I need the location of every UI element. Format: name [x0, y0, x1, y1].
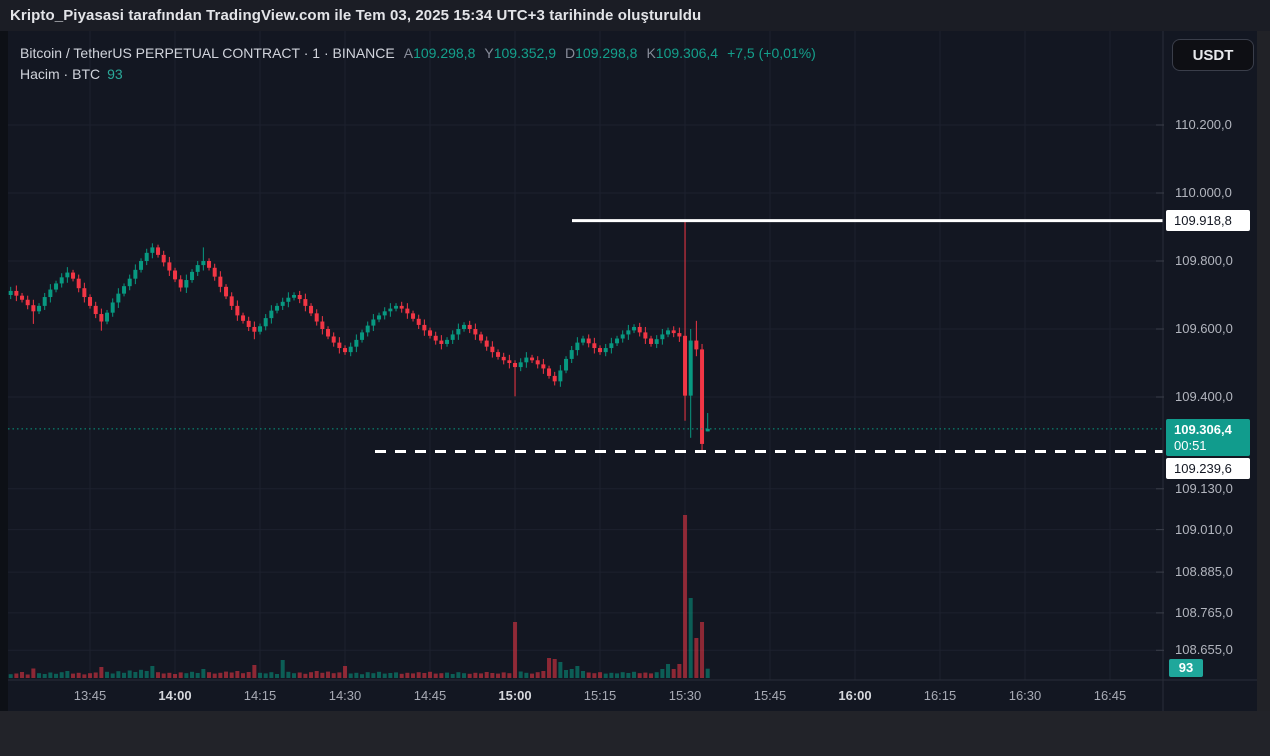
candlestick-series: [8, 220, 710, 452]
time-axis-label: 16:45: [1093, 688, 1127, 703]
plot-area: [8, 31, 1163, 680]
volume-indicator-value: 93: [107, 66, 123, 82]
price-axis-label: 109.010,0: [1175, 521, 1233, 537]
bar-countdown: 00:51: [1174, 437, 1207, 453]
volume-series: [8, 515, 710, 678]
price-axis-label: 110.200,0: [1175, 117, 1232, 132]
ohlc-value: 109.306,4: [655, 45, 719, 61]
time-axis-label: 14:00: [158, 688, 192, 703]
change-value: +7,5 (+0,01%): [727, 45, 816, 61]
ohlc-value: 109.352,9: [493, 45, 557, 61]
price-axis-label: 108.655,0: [1175, 642, 1233, 658]
price-axis-label: 108.885,0: [1175, 564, 1233, 580]
ohlc-letter: D: [565, 45, 576, 61]
time-axis-label: 15:15: [583, 688, 617, 703]
attribution-text: Kripto_Piyasasi tarafından TradingView.c…: [10, 7, 702, 24]
left-margin: [0, 31, 8, 711]
price-axis-label: 110.000,0: [1175, 185, 1232, 200]
time-axis-label: 14:30: [328, 688, 362, 703]
time-axis-label: 16:00: [838, 688, 872, 703]
ohlc-value: 109.298,8: [575, 45, 638, 61]
time-axis-label: 13:45: [73, 688, 107, 703]
current-price-badge: 109.306,4 00:51: [1166, 418, 1250, 456]
symbol-title: Bitcoin / TetherUS PERPETUAL CONTRACT · …: [20, 45, 395, 61]
low-price-label-badge: 109.239,6: [1166, 457, 1250, 479]
ohlc-letter: A: [403, 45, 414, 61]
time-axis-label: 15:00: [498, 688, 532, 703]
attribution-bar: Kripto_Piyasasi tarafından TradingView.c…: [0, 0, 1270, 31]
time-axis-label: 16:15: [923, 688, 957, 703]
price-axis-label: 109.600,0: [1175, 321, 1233, 336]
price-axis-label: 108.765,0: [1175, 604, 1233, 620]
chart-widget[interactable]: [8, 31, 1257, 711]
high-price-label-badge: 109.918,8: [1166, 210, 1250, 232]
ohlc-letter: K: [646, 45, 656, 61]
time-axis-label: 15:45: [753, 688, 787, 703]
volume-indicator-label: Hacim · BTC: [20, 66, 101, 82]
volume-value-badge: 93: [1169, 659, 1203, 677]
price-axis-label: 109.800,0: [1175, 253, 1233, 268]
price-axis-label: 109.130,0: [1175, 480, 1233, 496]
axis-borders: [8, 31, 1257, 711]
current-price-value: 109.306,4: [1174, 421, 1232, 437]
time-axis-label: 14:45: [413, 688, 447, 703]
time-axis-label: 14:15: [243, 688, 277, 703]
time-axis-label: 15:30: [668, 688, 702, 703]
ohlc-values: A109.298,8 Y109.352,9 D109.298,8 K109.306,4: [395, 45, 718, 61]
currency-toggle-button[interactable]: USDT: [1172, 39, 1254, 71]
ohlc-value: 109.298,8: [413, 45, 476, 61]
price-axis-label: 109.400,0: [1175, 389, 1233, 404]
time-axis-label: 16:30: [1008, 688, 1042, 703]
ohlc-letter: Y: [484, 45, 494, 61]
gridlines: [8, 31, 1163, 680]
footer-bar: TradingView: [0, 711, 1270, 756]
chart-legend: Bitcoin / TetherUS PERPETUAL CONTRACT · …: [20, 45, 816, 82]
